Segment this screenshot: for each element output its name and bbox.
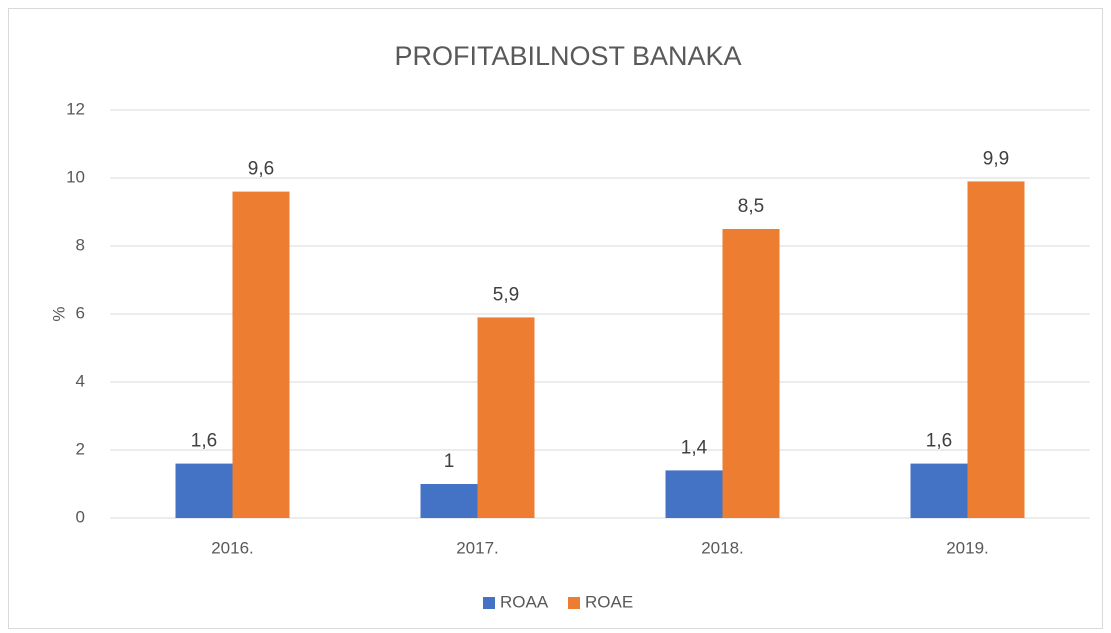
y-tick-label: 12 [66, 99, 85, 118]
y-tick-label: 10 [66, 167, 85, 186]
y-tick-label: 8 [76, 235, 85, 254]
legend-label: ROAE [585, 592, 633, 611]
y-tick-label: 0 [76, 507, 85, 526]
legend-label: ROAA [500, 592, 549, 611]
legend-swatch [568, 597, 580, 609]
bar [420, 484, 478, 518]
y-tick-label: 2 [76, 439, 85, 458]
bar [232, 191, 290, 518]
data-label: 8,5 [738, 196, 764, 217]
data-label: 1,6 [926, 431, 952, 452]
bar [967, 181, 1025, 518]
legend-swatch [483, 597, 495, 609]
bar [665, 470, 723, 518]
y-tick-label: 4 [76, 371, 85, 390]
data-label: 1,6 [191, 431, 217, 452]
bar [910, 463, 968, 518]
bar [175, 463, 233, 518]
bar [477, 317, 535, 518]
chart-title: PROFITABILNOST BANAKA [394, 41, 741, 71]
x-tick-label: 2017. [456, 538, 499, 557]
y-tick-label: 6 [76, 303, 85, 322]
bar [722, 229, 780, 518]
data-label: 5,9 [493, 284, 519, 305]
x-tick-label: 2016. [211, 538, 254, 557]
x-tick-label: 2018. [701, 538, 744, 557]
data-label: 9,9 [983, 148, 1009, 169]
chart-border [8, 8, 1103, 629]
data-label: 1 [444, 451, 455, 472]
x-tick-label: 2019. [946, 538, 989, 557]
data-label: 9,6 [248, 159, 274, 180]
data-label: 1,4 [681, 437, 708, 458]
y-axis-label: % [49, 306, 68, 321]
